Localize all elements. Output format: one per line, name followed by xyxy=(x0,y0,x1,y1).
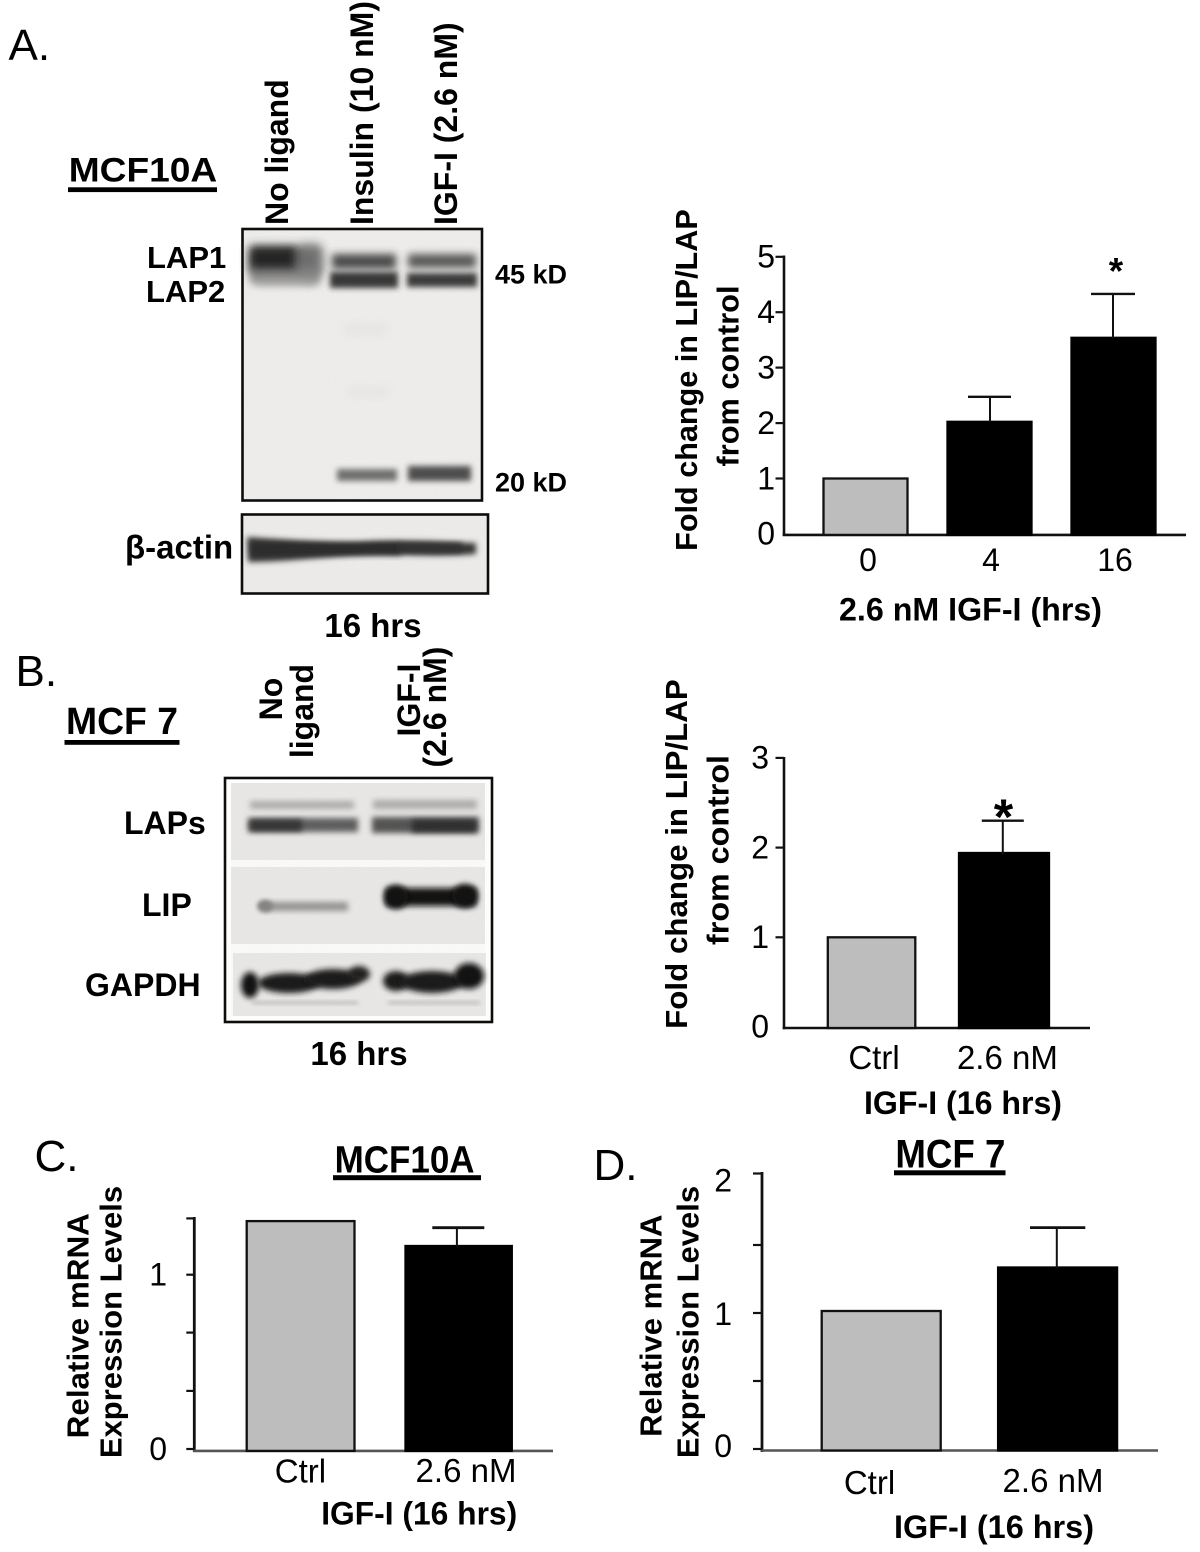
svg-text:(2.6 nM): (2.6 nM) xyxy=(417,647,453,768)
svg-text:*: * xyxy=(1109,251,1124,292)
svg-text:Ctrl: Ctrl xyxy=(275,1453,326,1490)
svg-text:0: 0 xyxy=(757,516,775,552)
svg-text:IGF-I (16 hrs): IGF-I (16 hrs) xyxy=(864,1085,1062,1121)
svg-text:LAP2: LAP2 xyxy=(146,274,225,309)
svg-text:IGF-I (2.6 nM): IGF-I (2.6 nM) xyxy=(428,22,464,225)
svg-text:16 hrs: 16 hrs xyxy=(324,607,421,644)
svg-text:2: 2 xyxy=(757,405,775,441)
svg-text:Insulin (10 nM): Insulin (10 nM) xyxy=(344,1,380,225)
svg-text:1: 1 xyxy=(714,1296,732,1332)
svg-text:16 hrs: 16 hrs xyxy=(310,1035,407,1072)
svg-text:0: 0 xyxy=(859,542,877,578)
svg-text:C.: C. xyxy=(35,1132,79,1181)
svg-text:0: 0 xyxy=(751,1009,769,1045)
svg-text:0: 0 xyxy=(149,1431,167,1467)
svg-text:MCF 7: MCF 7 xyxy=(895,1133,1005,1177)
svg-text:Fold change in LIP/LAP from: Fold change in LIP/LAP from control xyxy=(669,201,746,551)
svg-text:A.: A. xyxy=(9,21,51,70)
svg-text:4: 4 xyxy=(757,294,775,330)
svg-text:2: 2 xyxy=(714,1163,732,1199)
svg-text:16: 16 xyxy=(1097,542,1133,578)
svg-text:Relative mRNA Expression Lev: Relative mRNA Expression Levels xyxy=(60,1186,128,1458)
svg-text:4: 4 xyxy=(982,542,1000,578)
svg-text:3: 3 xyxy=(751,740,769,776)
svg-text:1: 1 xyxy=(149,1256,167,1292)
svg-text:2.6 nM: 2.6 nM xyxy=(957,1039,1058,1076)
svg-text:No: No xyxy=(253,678,289,721)
svg-text:IGF-I (16 hrs): IGF-I (16 hrs) xyxy=(894,1509,1094,1545)
svg-text:Ctrl: Ctrl xyxy=(848,1039,899,1076)
svg-text:0: 0 xyxy=(714,1428,732,1464)
svg-text:1: 1 xyxy=(751,919,769,955)
svg-text:2.6 nM: 2.6 nM xyxy=(1003,1462,1104,1499)
svg-text:LAPs: LAPs xyxy=(124,805,206,841)
svg-text:MCF10A: MCF10A xyxy=(69,152,218,190)
svg-text:Fold change in LIP/LAP from: Fold change in LIP/LAP from control xyxy=(659,671,736,1029)
svg-text:B.: B. xyxy=(16,647,58,696)
svg-text:GAPDH: GAPDH xyxy=(85,967,201,1003)
svg-text:Ctrl: Ctrl xyxy=(844,1464,895,1501)
svg-text:D.: D. xyxy=(594,1141,638,1190)
svg-text:β-actin: β-actin xyxy=(125,529,233,566)
svg-text:Relative mRNA Expression Lev: Relative mRNA Expression Levels xyxy=(633,1186,705,1458)
svg-text:2.6 nM: 2.6 nM xyxy=(416,1452,517,1489)
svg-text:5: 5 xyxy=(757,239,775,275)
svg-text:2: 2 xyxy=(751,829,769,865)
svg-text:1: 1 xyxy=(757,460,775,496)
svg-text:MCF10A: MCF10A xyxy=(335,1139,475,1181)
svg-text:ligand: ligand xyxy=(284,664,320,758)
svg-text:LIP: LIP xyxy=(142,887,192,923)
svg-text:20 kD: 20 kD xyxy=(495,468,567,498)
svg-text:IGF-I: IGF-I xyxy=(391,664,427,737)
svg-text:IGF-I (16 hrs): IGF-I (16 hrs) xyxy=(321,1496,517,1532)
svg-text:No ligand: No ligand xyxy=(259,79,295,225)
svg-text:45 kD: 45 kD xyxy=(495,260,567,290)
svg-text:MCF 7: MCF 7 xyxy=(66,701,178,743)
svg-text:2.6 nM IGF-I (hrs): 2.6 nM IGF-I (hrs) xyxy=(839,592,1102,628)
svg-text:*: * xyxy=(994,789,1014,845)
svg-text:3: 3 xyxy=(757,349,775,385)
svg-text:LAP1: LAP1 xyxy=(147,240,226,275)
